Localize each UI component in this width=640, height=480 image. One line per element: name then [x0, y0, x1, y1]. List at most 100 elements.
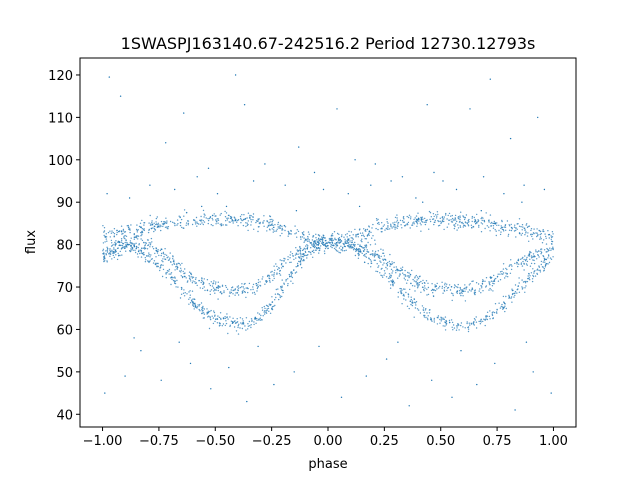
data-point	[328, 241, 330, 243]
data-point	[473, 216, 475, 219]
data-point	[126, 243, 129, 245]
data-point	[241, 286, 243, 288]
data-point	[236, 318, 238, 320]
data-point	[489, 214, 492, 216]
data-point	[105, 238, 108, 240]
data-point	[497, 273, 499, 275]
data-point	[103, 230, 106, 232]
data-point	[385, 227, 387, 230]
data-point	[160, 254, 162, 257]
data-point	[172, 258, 174, 260]
data-point	[546, 247, 548, 250]
data-point	[143, 241, 145, 244]
data-point	[301, 249, 304, 252]
data-point	[237, 325, 239, 327]
data-point	[155, 221, 157, 223]
data-point	[159, 226, 161, 228]
data-point	[411, 302, 414, 304]
data-point	[120, 238, 123, 240]
data-point	[104, 257, 106, 259]
data-point	[212, 224, 214, 227]
data-point	[240, 222, 242, 224]
data-point	[105, 233, 108, 235]
data-point	[277, 268, 279, 271]
data-point	[136, 235, 139, 237]
data-point	[289, 233, 291, 235]
data-point	[485, 285, 488, 287]
data-point	[213, 213, 215, 215]
data-point	[407, 279, 409, 281]
data-point	[338, 247, 341, 249]
data-point	[526, 223, 528, 225]
data-point	[266, 305, 269, 307]
data-point	[378, 221, 380, 224]
data-point	[228, 366, 230, 369]
data-point	[269, 281, 271, 283]
data-point	[417, 286, 419, 288]
data-point	[157, 222, 160, 224]
data-point	[403, 218, 405, 220]
data-point	[374, 250, 377, 253]
data-point	[529, 275, 531, 277]
data-point	[415, 197, 417, 199]
data-point	[488, 221, 490, 223]
data-point	[504, 226, 507, 228]
data-point	[495, 234, 497, 237]
data-point	[312, 236, 314, 238]
data-point	[161, 223, 164, 225]
data-point	[446, 289, 448, 292]
data-point	[272, 219, 274, 221]
data-point	[397, 270, 399, 272]
data-point	[255, 322, 257, 324]
data-point	[208, 327, 211, 330]
data-point	[479, 323, 482, 325]
data-point	[353, 247, 355, 250]
data-point	[540, 263, 542, 266]
data-point	[254, 318, 256, 320]
data-point	[325, 242, 328, 244]
data-point	[508, 229, 511, 231]
data-point	[302, 260, 304, 262]
data-point	[315, 233, 317, 235]
data-point	[183, 289, 185, 291]
data-point	[516, 228, 518, 230]
data-point	[294, 254, 297, 256]
data-point	[417, 282, 419, 284]
data-point	[259, 285, 262, 287]
data-point	[528, 273, 530, 275]
data-point	[308, 239, 310, 241]
data-point	[381, 222, 383, 224]
data-point	[203, 286, 205, 288]
data-point	[122, 246, 124, 248]
data-point	[318, 249, 320, 252]
data-point	[171, 278, 173, 280]
data-point	[295, 247, 297, 249]
data-point	[499, 279, 502, 281]
data-point	[137, 238, 139, 240]
data-point	[461, 290, 463, 292]
data-point	[169, 257, 171, 259]
data-point	[112, 231, 114, 234]
data-point	[524, 234, 526, 236]
data-point	[279, 295, 281, 297]
data-point	[200, 215, 202, 218]
data-point	[511, 265, 513, 267]
data-point	[160, 225, 162, 227]
data-point	[409, 227, 411, 229]
data-point	[483, 219, 485, 222]
data-point	[200, 279, 203, 282]
data-point	[275, 288, 277, 291]
data-point	[214, 314, 216, 316]
x-tick-label: −0.25	[252, 434, 292, 449]
data-point	[357, 250, 359, 252]
data-point	[473, 321, 475, 323]
data-point	[466, 321, 468, 323]
data-point	[403, 293, 405, 296]
data-point	[218, 316, 221, 319]
data-point	[318, 345, 320, 348]
data-point	[129, 231, 131, 234]
data-point	[407, 296, 410, 298]
data-point	[178, 341, 180, 343]
data-point	[243, 283, 245, 285]
data-point	[201, 222, 203, 224]
